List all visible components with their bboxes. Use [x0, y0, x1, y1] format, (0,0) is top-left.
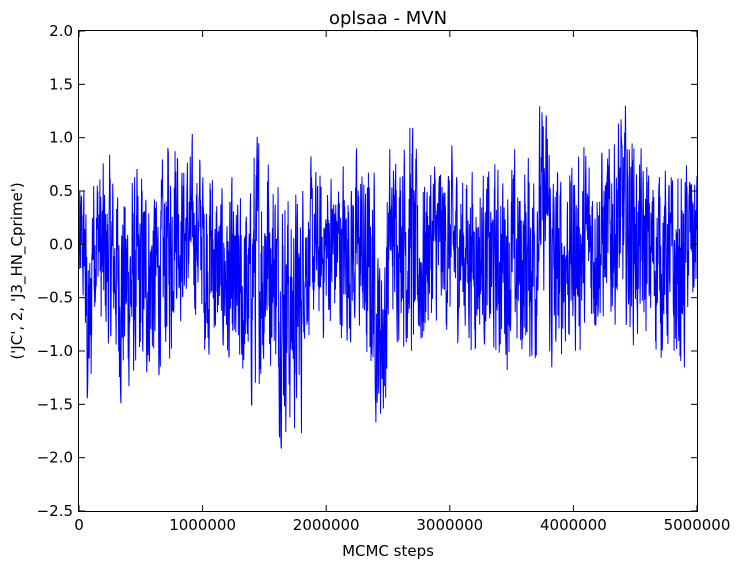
y-tick-label: 1.0	[49, 129, 73, 147]
x-axis-title: MCMC steps	[342, 542, 434, 560]
plot-frame	[78, 30, 698, 512]
y-tick-label: −2.5	[37, 502, 73, 520]
x-tick-label: 2000000	[293, 516, 360, 534]
y-tick-label: −1.5	[37, 395, 73, 413]
x-axis: 0 1000000 2000000 3000000 4000000 5000000	[74, 31, 730, 534]
x-tick-label: 5000000	[664, 516, 731, 534]
x-tick-label: 4000000	[540, 516, 607, 534]
chart-title: oplsaa - MVN	[329, 8, 447, 29]
x-tick-label: 3000000	[416, 516, 483, 534]
y-tick-label: 1.5	[49, 75, 73, 93]
y-tick-label: −1.0	[37, 342, 73, 360]
x-tick-label: 1000000	[169, 516, 236, 534]
plot-area	[79, 59, 697, 485]
y-tick-label: 2.0	[49, 22, 73, 40]
y-tick-label: −2.0	[37, 449, 73, 467]
y-axis: −2.5 −2.0 −1.5 −1.0 −0.5 0.0 0.5 1.0 1.5 2.0	[37, 22, 697, 520]
y-tick-label: −0.5	[37, 289, 73, 307]
y-axis-title: ('JC', 2, 'J3_HN_Cprime')	[8, 182, 27, 359]
y-tick-label: 0.5	[49, 182, 73, 200]
series-line	[79, 59, 697, 485]
x-tick-label: 0	[74, 516, 84, 534]
y-tick-label: 0.0	[49, 235, 73, 253]
